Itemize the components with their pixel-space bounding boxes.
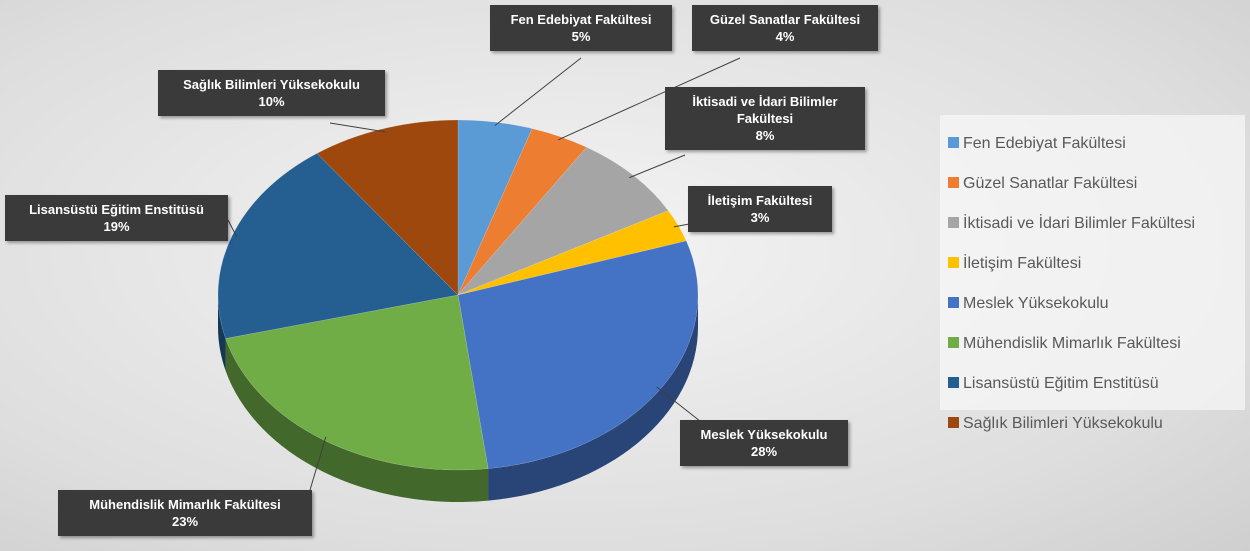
legend-item: Lisansüstü Eğitim Enstitüsü [948,375,1159,393]
legend-item: Fen Edebiyat Fakültesi [948,135,1126,153]
legend-swatch [948,297,959,308]
label-name: Lisansüstü Eğitim Enstitüsü [29,202,204,217]
data-label: Meslek Yüksekokulu 28% [680,420,848,466]
legend-swatch [948,257,959,268]
callout-line [227,219,238,238]
label-value: 28% [750,444,778,459]
slice [457,210,687,296]
slice [457,128,588,296]
legend-label: Güzel Sanatlar Fakültesi [963,175,1138,192]
callout-line [629,154,686,179]
slice [457,146,669,296]
label-name: Mühendislik Mimarlık Fakültesi [89,497,281,512]
legend-item: Meslek Yüksekokulu [948,295,1109,313]
slice-side [488,295,699,501]
callout-line [494,57,582,127]
slice [316,119,459,296]
legend-item: Sağlık Bilimleri Yüksekokulu [948,415,1163,433]
legend-label: Meslek Yüksekokulu [963,295,1109,312]
data-label: Güzel Sanatlar Fakültesi 4% [692,5,878,51]
label-name: Sağlık Bilimleri Yüksekokulu [183,77,360,92]
data-label: Fen Edebiyat Fakültesi 5% [490,5,672,51]
slice-side [225,338,489,502]
legend-item: İktisadi ve İdari Bilimler Fakültesi [948,215,1195,233]
slice [457,240,699,469]
legend-swatch [948,217,959,228]
label-name: Fen Edebiyat Fakültesi [510,12,652,27]
label-name: Meslek Yüksekokulu [700,427,828,442]
legend-label: İktisadi ve İdari Bilimler Fakültesi [963,215,1196,232]
data-label: İktisadi ve İdari Bilimler Fakültesi 8% [665,87,865,150]
legend-item: İletişim Fakültesi [948,255,1081,273]
legend-swatch [948,177,959,188]
label-value: 3% [750,210,770,225]
legend-label: Mühendislik Mimarlık Fakültesi [963,335,1181,352]
legend-item: Güzel Sanatlar Fakültesi [948,175,1137,193]
legend-swatch [948,137,959,148]
legend-item: Mühendislik Mimarlık Fakültesi [948,335,1181,353]
legend: Fen Edebiyat Fakültesi Güzel Sanatlar Fak… [940,115,1245,432]
data-label: Mühendislik Mimarlık Fakültesi 23% [58,490,312,536]
legend-label: İletişim Fakültesi [963,255,1082,272]
legend-label: Sağlık Bilimleri Yüksekokulu [963,415,1163,432]
label-value: 4% [775,29,795,44]
slice [217,153,459,339]
label-value: 19% [103,219,130,234]
data-label: Lisansüstü Eğitim Enstitüsü 19% [5,195,228,241]
data-label: İletişim Fakültesi 3% [688,186,832,232]
legend-swatch [948,337,959,348]
callout-line [309,436,327,491]
label-value: 5% [571,29,591,44]
data-label: Sağlık Bilimleri Yüksekokulu 10% [158,70,385,116]
slice [457,119,533,296]
label-name: Güzel Sanatlar Fakültesi [709,12,861,27]
label-name: İktisadi ve İdari Bilimler Fakültesi [692,94,838,126]
legend-label: Fen Edebiyat Fakültesi [963,135,1126,152]
label-value: 10% [258,94,285,109]
label-name: İletişim Fakültesi [707,193,813,208]
legend-swatch [948,417,959,428]
callout-line [656,386,706,426]
label-value: 8% [755,128,775,143]
legend-swatch [948,377,959,388]
slice [225,294,489,471]
slice-side [218,295,226,371]
legend-label: Lisansüstü Eğitim Enstitüsü [963,375,1159,392]
callout-line [557,57,741,141]
callout-line [329,122,386,133]
label-value: 23% [171,514,199,529]
